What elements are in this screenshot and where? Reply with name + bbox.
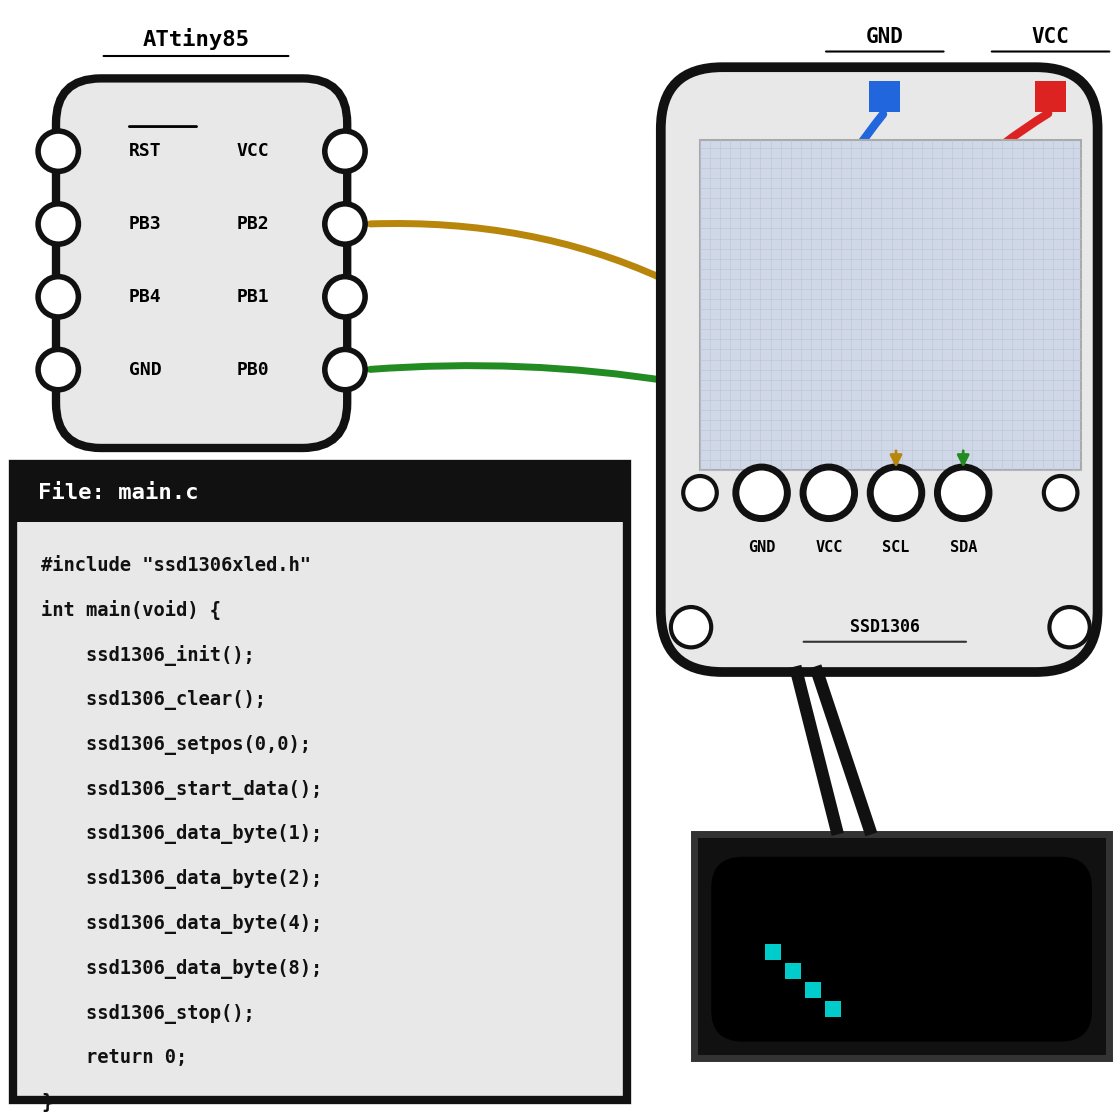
Text: ssd1306_setpos(0,0);: ssd1306_setpos(0,0); — [41, 735, 311, 755]
Bar — [1035, 81, 1066, 112]
Bar — [869, 81, 900, 112]
Text: SCL: SCL — [883, 540, 909, 554]
Text: return 0;: return 0; — [41, 1048, 188, 1067]
Text: PB3: PB3 — [129, 215, 161, 233]
Text: ssd1306_clear();: ssd1306_clear(); — [41, 690, 267, 710]
Bar — [765, 944, 781, 960]
Circle shape — [736, 467, 787, 519]
Circle shape — [1049, 607, 1090, 647]
Bar — [694, 834, 1109, 1058]
Circle shape — [38, 277, 78, 317]
Bar — [825, 1001, 841, 1017]
Circle shape — [38, 349, 78, 390]
Text: }: } — [41, 1093, 53, 1112]
Text: ssd1306_start_data();: ssd1306_start_data(); — [41, 780, 323, 800]
Bar — [13, 464, 627, 522]
Circle shape — [1044, 476, 1077, 510]
Text: VCC: VCC — [815, 540, 842, 554]
Text: SSD1306: SSD1306 — [850, 618, 920, 636]
Circle shape — [325, 204, 365, 244]
Text: #include "ssd1306xled.h": #include "ssd1306xled.h" — [41, 556, 311, 575]
Bar — [700, 140, 1081, 470]
Circle shape — [38, 204, 78, 244]
Text: VCC: VCC — [236, 142, 269, 160]
FancyBboxPatch shape — [56, 78, 347, 448]
Text: ssd1306_data_byte(1);: ssd1306_data_byte(1); — [41, 824, 323, 844]
Bar — [805, 982, 821, 998]
Text: ssd1306_stop();: ssd1306_stop(); — [41, 1004, 255, 1024]
Circle shape — [683, 476, 717, 510]
Text: int main(void) {: int main(void) { — [41, 600, 222, 620]
Text: VCC: VCC — [1032, 27, 1070, 47]
Text: ssd1306_data_byte(2);: ssd1306_data_byte(2); — [41, 869, 323, 889]
Circle shape — [325, 131, 365, 171]
Bar — [785, 963, 801, 979]
FancyBboxPatch shape — [661, 67, 1098, 672]
FancyBboxPatch shape — [13, 464, 627, 1100]
Circle shape — [937, 467, 989, 519]
Circle shape — [38, 131, 78, 171]
FancyBboxPatch shape — [711, 857, 1092, 1042]
Text: File: main.c: File: main.c — [38, 483, 198, 503]
Text: GND: GND — [866, 27, 904, 47]
Text: ssd1306_data_byte(8);: ssd1306_data_byte(8); — [41, 959, 323, 979]
Text: ATtiny85: ATtiny85 — [142, 28, 250, 50]
Circle shape — [870, 467, 922, 519]
Text: PB2: PB2 — [236, 215, 269, 233]
Text: PB4: PB4 — [129, 288, 161, 306]
Text: GND: GND — [129, 361, 161, 379]
Text: GND: GND — [748, 540, 775, 554]
Circle shape — [325, 349, 365, 390]
Circle shape — [671, 607, 711, 647]
Text: PB0: PB0 — [236, 361, 269, 379]
Circle shape — [325, 277, 365, 317]
Text: SDA: SDA — [950, 540, 977, 554]
Text: ssd1306_data_byte(4);: ssd1306_data_byte(4); — [41, 914, 323, 934]
Text: RST: RST — [129, 142, 161, 160]
Circle shape — [803, 467, 855, 519]
Text: ssd1306_init();: ssd1306_init(); — [41, 645, 255, 666]
Text: PB1: PB1 — [236, 288, 269, 306]
